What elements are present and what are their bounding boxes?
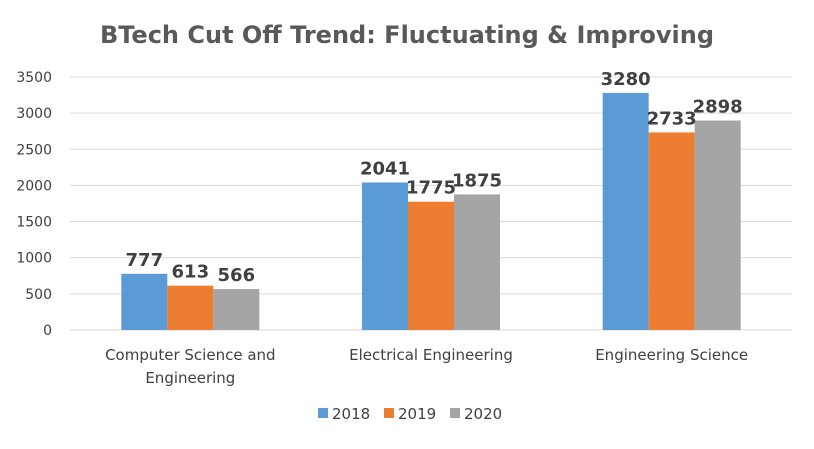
bar-2019-2 <box>648 132 695 330</box>
legend-label: 2019 <box>398 405 436 423</box>
y-tick-label: 1500 <box>16 215 52 231</box>
y-tick-label: 2000 <box>16 178 52 194</box>
data-label: 1775 <box>406 178 456 199</box>
y-tick-label: 500 <box>25 287 52 303</box>
legend-label: 2020 <box>464 405 502 423</box>
bar-2020-1 <box>454 194 500 330</box>
y-tick-label: 2500 <box>16 142 52 158</box>
x-axis-categories: Computer Science and Engineering Electrica… <box>105 346 748 387</box>
x-category-label: Engineering <box>145 369 235 387</box>
y-tick-label: 0 <box>43 323 52 339</box>
data-label: 2733 <box>647 108 697 129</box>
chart-title: BTech Cut Off Trend: Fluctuating & Impro… <box>100 21 714 49</box>
legend-label: 2018 <box>332 405 370 423</box>
x-category-label: Engineering Science <box>595 346 748 364</box>
y-tick-label: 3500 <box>16 70 52 86</box>
legend-swatch <box>450 408 460 418</box>
bar-2019-0 <box>167 285 214 330</box>
bar-2018-2 <box>602 92 649 330</box>
bar-2018-1 <box>362 182 408 330</box>
y-tick-label: 1000 <box>16 251 52 267</box>
bar-2019-1 <box>408 201 454 330</box>
bar-2020-2 <box>694 120 741 331</box>
data-label: 1875 <box>452 170 502 191</box>
data-label: 613 <box>172 262 210 283</box>
bar-2020-0 <box>213 289 260 330</box>
data-label: 2898 <box>693 97 743 118</box>
bar-2018-0 <box>121 273 168 330</box>
legend-swatch <box>318 408 328 418</box>
legend-swatch <box>384 408 394 418</box>
bars <box>121 92 741 331</box>
x-category-label: Electrical Engineering <box>349 346 513 364</box>
x-category-label: Computer Science and <box>105 346 275 364</box>
data-label: 566 <box>218 265 256 286</box>
y-tick-label: 3000 <box>16 106 52 122</box>
data-label: 2041 <box>360 158 410 179</box>
y-axis-ticks: 0 500 1000 1500 2000 2500 3000 3500 <box>16 70 52 339</box>
data-label: 3280 <box>601 69 651 90</box>
data-label: 777 <box>126 250 164 271</box>
legend: 2018 2019 2020 <box>318 405 502 423</box>
